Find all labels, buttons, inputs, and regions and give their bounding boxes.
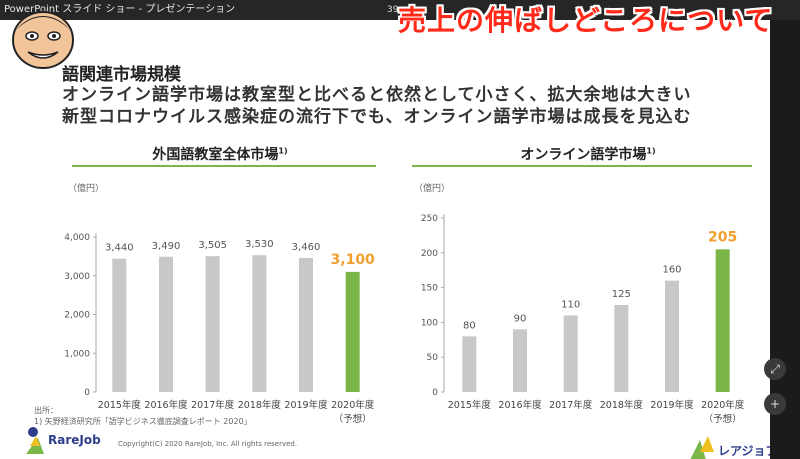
chart1-bar — [112, 258, 127, 392]
chart2-category-label: 2016年度 — [498, 399, 542, 411]
chart1-value-label: 3,100 — [331, 252, 376, 268]
chart1-bar — [159, 256, 173, 392]
chart1-category-label: 2015年度 — [98, 399, 142, 411]
chart2-category-label: 2019年度 — [650, 399, 694, 411]
rarejob-logo-icon — [26, 427, 44, 454]
chart1-value-label: 3,530 — [245, 239, 274, 250]
chart1-bar — [345, 271, 360, 392]
rarejob-eikaiwa-logo: レアジョブ英会話 — [688, 428, 770, 459]
chart2-bar — [563, 315, 578, 392]
chart2-value-label: 125 — [612, 289, 631, 300]
chart2-y-tick-label: 100 — [421, 318, 438, 328]
chart2-y-tick-label: 150 — [421, 284, 438, 294]
rarejob-logo: RareJob — [24, 422, 134, 459]
chart2-bar — [513, 329, 527, 392]
chart2-value-label: 90 — [514, 313, 527, 324]
chart2-unit: （億円） — [414, 184, 451, 194]
slideshow-sidebar — [770, 20, 800, 459]
lead-line-1: オンライン語学市場は教室型と比べると依然として小さく、拡大余地は大きい — [62, 85, 692, 105]
lead-line-2: 新型コロナウイルス感染症の流行下でも、オンライン語学市場は成長を見込む — [62, 107, 692, 127]
chart2-y-tick-label: 0 — [432, 388, 438, 398]
chart2-bar — [665, 280, 679, 392]
chart1-bar — [299, 257, 313, 392]
chart2-bar — [715, 249, 730, 392]
chart2-category-label: 2020年度 — [701, 399, 745, 411]
video-overlay-title: 売上の伸ばしどころについて — [398, 4, 774, 37]
window-title: PowerPoint スライド ショー - プレゼンテーション — [4, 4, 236, 15]
chart1-value-label: 3,505 — [198, 240, 227, 251]
presenter-avatar-icon — [12, 11, 74, 69]
chart1-value-label: 3,460 — [292, 242, 321, 253]
chart1-category-note: （予想） — [334, 413, 372, 425]
chart2-category-label: 2017年度 — [549, 399, 593, 411]
chart2-y-tick-label: 200 — [421, 249, 438, 259]
chart2-value-label: 110 — [561, 299, 580, 310]
chart2-value-label: 160 — [662, 265, 681, 276]
chart1-category-label: 2020年度 — [331, 399, 375, 411]
rarejob-eikaiwa-logo-text: レアジョブ英会話 — [718, 444, 770, 458]
chart2-value-label: 205 — [708, 229, 737, 245]
fit-to-window-button[interactable]: ⤢ — [764, 358, 786, 380]
chart1-category-label: 2016年度 — [144, 399, 188, 411]
chart1-unit: （億円） — [68, 184, 105, 194]
chart1-svg: 0 1,000 2,000 3,000 4,000 3,440 2015年度 3,490 201… — [64, 233, 376, 425]
copyright: Copyright(C) 2020 RareJob, Inc. All righ… — [118, 440, 298, 448]
chart1-y-tick-label: 0 — [84, 388, 90, 398]
chart2-y-tick-label: 50 — [427, 353, 439, 363]
chart2-y-tick-label: 250 — [421, 214, 438, 224]
chart2-category-label: 2018年度 — [600, 399, 644, 411]
chart1-y-tick-label: 3,000 — [64, 272, 90, 282]
source-label: 出所： — [34, 406, 58, 415]
chart1-y-tick-label: 1,000 — [64, 349, 90, 359]
chart1-underline — [72, 165, 376, 167]
chart1-y-tick-label: 2,000 — [64, 311, 90, 321]
chart1-category-label: 2019年度 — [284, 399, 328, 411]
slide-heading: 語関連市場規模 — [62, 65, 181, 85]
chart1-value-label: 3,440 — [105, 243, 134, 254]
chart1-bar — [205, 256, 220, 392]
chart1-title: 外国語教室全体市場1) — [152, 146, 288, 163]
chart2-category-note: （予想） — [704, 413, 742, 425]
zoom-in-button[interactable]: + — [764, 393, 786, 415]
rarejob-logo-text: RareJob — [48, 433, 101, 447]
slide-number: 39 — [387, 5, 399, 15]
chart1-bar — [252, 255, 267, 392]
source-text: 1) 矢野経済研究所「語学ビジネス徹底調査レポート 2020」 — [34, 417, 252, 426]
chart1-y-tick-label: 4,000 — [64, 233, 90, 243]
slide-canvas[interactable]: 語関連市場規模 オンライン語学市場は教室型と比べると依然として小さく、拡大余地は… — [0, 20, 770, 459]
rarejob-eikaiwa-logo-icon — [690, 436, 714, 459]
window-titlebar: PowerPoint スライド ショー - プレゼンテーション 39 — [0, 0, 800, 20]
chart2-bar — [462, 336, 477, 392]
chart2-value-label: 80 — [463, 320, 476, 331]
chart2-category-label: 2015年度 — [448, 399, 492, 411]
chart2-title: オンライン語学市場1) — [520, 146, 656, 163]
chart2-underline — [412, 165, 752, 167]
chart2-bar — [614, 305, 629, 392]
chart1-value-label: 3,490 — [152, 241, 181, 252]
chart1-category-label: 2017年度 — [191, 399, 235, 411]
chart1-category-label: 2018年度 — [238, 399, 282, 411]
chart2-svg: 0 50 100 150 200 250 80 2015年度 90 2016年度 110 2017年度… — [421, 214, 745, 425]
